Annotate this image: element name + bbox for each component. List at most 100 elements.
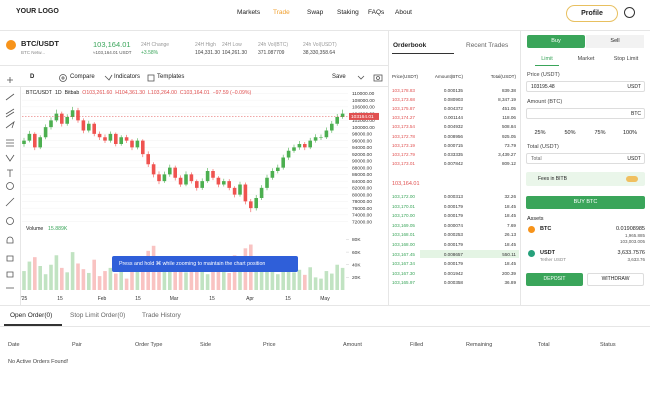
y-tick-label: 92000.00 [352,152,372,158]
order-type[interactable]: Limit [541,56,553,62]
bid-row: 7.69 [507,222,516,228]
input-box[interactable] [526,108,645,119]
fees-toggle[interactable] [626,176,638,182]
chart-tool[interactable]: Compare [70,74,95,80]
bid-row: 0.000179 [443,213,463,219]
ask-row: 0.004932 [443,124,463,130]
volume-bar [216,262,221,290]
percent-button[interactable]: 50% [564,130,576,136]
bid-row: 103,169.05 [392,222,415,228]
asset-name: Tether USDT [540,257,567,262]
candle-body [38,137,42,148]
legend-source: Bitbab [64,90,80,96]
y-tick-label: 72000.00 [352,219,372,225]
candle-body [216,177,221,185]
input-box[interactable] [526,153,645,164]
nav-link[interactable]: Staking [337,9,359,16]
legend-interval: 1D [54,90,62,96]
legend-ohlc: L103,264.00 [148,90,177,96]
bid-row: 0.000074 [443,222,463,228]
x-tick-label: '25 [21,296,28,302]
network: BTC Netw... [21,50,46,55]
asset-symbol: BTC [540,226,552,232]
percent-button[interactable]: 75% [594,130,606,136]
stat-value: 104,261.30 [222,50,248,56]
ask-row: 0.000135 [443,88,463,93]
candle-body [54,113,59,121]
volume-tick-label: 80K [352,237,361,243]
fees-box [526,172,645,186]
orders-tab[interactable]: Open Order(0) [10,312,53,319]
volume-bar [205,274,210,290]
profile-button[interactable]: Profile [566,5,618,22]
bid-row: 550.11 [502,251,516,257]
volume-bar [324,271,329,290]
withdraw-button[interactable]: WITHDRAW [587,273,644,286]
column-header: Remaining [466,342,493,348]
y-tick-label: 98000.00 [352,132,372,138]
y-tick-label: 74000.00 [352,213,372,219]
price: 103,164.01 [93,40,131,49]
input-label: Total (USDT) [527,144,559,150]
volume-bar [184,272,188,290]
y-tick-label: 108000.00 [352,98,375,104]
candle-body [103,137,107,141]
nav-link[interactable]: Swap [307,9,324,16]
volume-bar [162,266,167,290]
theme-toggle[interactable] [624,7,635,18]
volume-bar [308,267,312,290]
nav-link[interactable]: Markets [237,9,261,16]
candle-body [141,140,145,155]
candle-body [313,137,318,141]
orders-tab[interactable]: Trade History [142,312,181,319]
candle-body [276,167,280,171]
ask-row: 508.84 [501,124,516,130]
candle-body [157,174,161,182]
candle-body [270,171,275,178]
chart-tooltip: Press and hold ⌘ while zooming to mainta… [112,256,298,272]
deposit-button[interactable]: DEPOSIT [526,273,583,286]
volume-bar [33,257,37,290]
chart-tool[interactable]: Templates [157,74,185,80]
tab-underline [535,65,559,66]
nav-link[interactable]: FAQs [368,9,385,16]
nav-link[interactable]: Trade [273,9,290,16]
stat-value: +3.58% [141,50,159,56]
input-label: Amount (BTC) [527,99,563,105]
nav-link[interactable]: About [395,9,412,16]
percent-button[interactable]: 25% [534,130,546,136]
candle-body [92,123,96,134]
chart-tool[interactable]: Save [332,74,346,80]
asset-icon [528,250,535,257]
chart-tool[interactable]: D [30,74,35,80]
bid-row: 103,165.97 [392,280,415,286]
last-price-tag [349,112,379,120]
orders-tab[interactable]: Stop Limit Order(0) [70,312,126,319]
orderbook-tab[interactable]: Orderbook [393,42,427,49]
order-type[interactable]: Market [577,56,595,62]
volume-label: Volume [26,226,44,232]
volume-bar [259,267,264,290]
ask-row: 925.05 [501,133,516,139]
y-tick-label: 100000.00 [352,125,375,131]
input-box[interactable] [526,81,645,92]
buy-button[interactable]: BUY BTC [526,196,645,209]
chart: 110000.00108000.00106000.00104000.001020… [5,74,383,302]
ask-row: 103,175.87 [392,106,415,112]
pair[interactable]: BTC/USDT [21,39,59,48]
buy-tab[interactable]: Buy [527,35,585,48]
order-type[interactable]: Stop Limit [613,56,639,62]
orderbook-tab[interactable]: Recent Trades [466,42,509,49]
volume-bar [222,271,226,290]
empty-message: No Active Orders Found! [8,359,69,365]
candle-body [195,181,199,188]
volume-bar [178,264,183,290]
volume-bar [70,252,75,290]
bid-row: 103,168.01 [392,232,415,238]
volume-bar [97,276,102,290]
ask-row: 103,173.68 [392,97,415,103]
sell-tab[interactable]: Sell [586,35,644,48]
percent-button[interactable]: 100% [622,130,638,136]
candle-body [76,110,80,121]
chart-tool[interactable]: Indicators [114,74,141,80]
